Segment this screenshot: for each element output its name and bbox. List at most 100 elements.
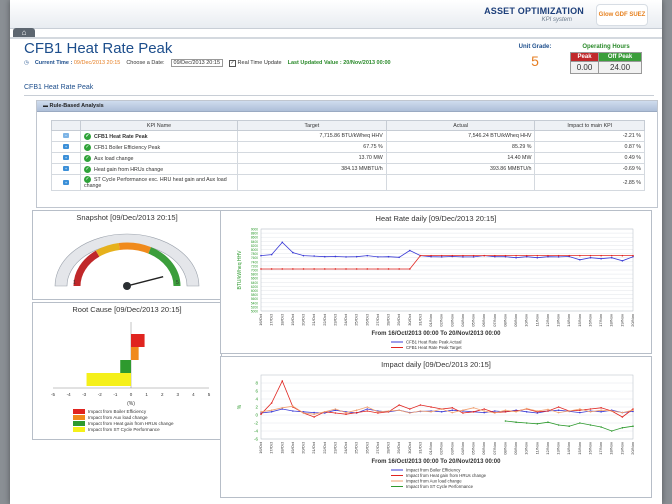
legend-item: Impact from ST Cycle Performance bbox=[73, 427, 174, 433]
data-point bbox=[504, 254, 507, 257]
gauge-max-label: 5 bbox=[176, 280, 179, 286]
rule-based-analysis-header[interactable]: ▬ Rule-Based Analysis bbox=[37, 101, 657, 112]
x-tick-label: 20/Oct bbox=[301, 441, 306, 454]
kpi-actual: 85.29 % bbox=[385, 141, 536, 153]
tick-label: -4 bbox=[67, 392, 71, 397]
data-point bbox=[281, 268, 284, 270]
data-point bbox=[483, 254, 486, 257]
expand-row-icon[interactable]: + bbox=[63, 166, 69, 171]
section-link[interactable]: CFB1 Heat Rate Peak bbox=[24, 84, 94, 91]
x-tick-label: 19/Oct bbox=[290, 313, 295, 326]
x-axis-label: From 16/Oct/2013 00:00 To 20/Nov/2013 00… bbox=[372, 459, 502, 465]
data-point bbox=[270, 253, 273, 256]
gauge-band bbox=[118, 242, 152, 254]
data-point bbox=[345, 256, 347, 258]
kpi-impact: 0.49 % bbox=[534, 152, 645, 164]
y-tick-label: 6800 bbox=[251, 273, 258, 277]
series-line bbox=[260, 241, 634, 262]
x-tick-label: 17/Oct bbox=[269, 441, 274, 454]
legend-item: Impact from Heat gain from HRUs change bbox=[73, 421, 174, 427]
real-time-checkbox[interactable]: ✓ bbox=[229, 59, 237, 67]
data-point bbox=[568, 425, 571, 427]
x-tick-label: 09/Nov bbox=[513, 442, 518, 455]
x-tick-label: 23/Oct bbox=[332, 313, 337, 326]
x-tick-label: 18/Nov bbox=[609, 442, 614, 455]
home-tab[interactable]: ⌂ bbox=[13, 28, 35, 38]
date-input[interactable]: 09/Dec/2013 20:15 bbox=[170, 59, 224, 67]
expand-row-icon[interactable]: + bbox=[63, 144, 69, 149]
x-tick-label: 18/Nov bbox=[609, 314, 614, 327]
x-tick-label: 17/Nov bbox=[598, 314, 603, 327]
peak-hours-value: 0.00 bbox=[569, 61, 600, 74]
collapse-icon[interactable]: ▬ bbox=[43, 103, 48, 109]
y-tick-label: 5000 bbox=[251, 310, 258, 314]
data-point bbox=[547, 254, 549, 257]
data-point bbox=[323, 255, 326, 258]
data-point bbox=[260, 268, 262, 270]
x-tick-label: 14/Nov bbox=[566, 314, 571, 327]
kpi-name: CFB1 Heat Rate Peak bbox=[94, 133, 148, 140]
expand-row-icon[interactable]: + bbox=[63, 179, 69, 185]
data-point bbox=[494, 254, 496, 257]
y-tick-label: 7200 bbox=[251, 264, 258, 268]
legend-label: Impact from Heat gain from HRUs change bbox=[406, 473, 487, 478]
data-point bbox=[557, 406, 560, 408]
page-title: CFB1 Heat Rate Peak bbox=[24, 40, 173, 57]
data-point bbox=[313, 416, 315, 418]
x-tick-label: 05/Nov bbox=[471, 442, 476, 455]
tick-label: 4 bbox=[192, 392, 195, 397]
gauge-bands bbox=[73, 242, 181, 287]
data-point bbox=[345, 268, 347, 270]
y-tick-label: 2 bbox=[255, 405, 258, 410]
y-tick-label: 5600 bbox=[251, 297, 258, 301]
x-tick-label: 11/Nov bbox=[534, 314, 539, 326]
y-tick-label: 7600 bbox=[251, 256, 258, 260]
x-tick-label: 31/Oct bbox=[417, 441, 422, 454]
y-tick-label: 5200 bbox=[251, 305, 258, 309]
legend-swatch bbox=[73, 421, 85, 427]
data-point bbox=[430, 406, 432, 408]
unit-grade-value: 5 bbox=[531, 53, 539, 69]
tick-label: -3 bbox=[82, 392, 86, 397]
x-tick-label: 08/Nov bbox=[502, 442, 507, 455]
legend-swatch bbox=[73, 415, 85, 421]
x-tick-label: 25/Oct bbox=[354, 441, 359, 454]
x-tick-label: 21/Oct bbox=[311, 441, 316, 454]
kpi-impact: -2.85 % bbox=[534, 174, 645, 191]
data-point bbox=[589, 254, 592, 257]
data-point bbox=[632, 254, 634, 257]
data-point bbox=[323, 411, 326, 413]
tick-label: 2 bbox=[161, 392, 164, 397]
bar bbox=[131, 334, 145, 347]
data-point bbox=[557, 424, 560, 426]
x-axis-label: From 16/Oct/2013 00:00 To 20/Nov/2013 00… bbox=[372, 331, 502, 337]
y-tick-label: 4 bbox=[255, 397, 258, 402]
data-point bbox=[355, 411, 358, 414]
expand-row-icon[interactable]: + bbox=[63, 155, 69, 160]
x-tick-label: 19/Oct bbox=[290, 441, 295, 454]
x-tick-label: 09/Nov bbox=[513, 314, 518, 327]
y-tick-label: 8600 bbox=[251, 236, 258, 240]
data-point bbox=[292, 405, 294, 407]
data-point bbox=[366, 406, 369, 408]
data-point bbox=[579, 411, 581, 414]
data-point bbox=[579, 258, 581, 261]
data-point bbox=[515, 256, 517, 259]
data-point bbox=[632, 410, 634, 413]
kpi-target: 384.13 MMBTU/h bbox=[237, 163, 387, 175]
data-point bbox=[632, 408, 634, 410]
current-time-label: Current Time : bbox=[34, 60, 74, 66]
data-point bbox=[579, 408, 581, 410]
legend-swatch bbox=[73, 409, 85, 415]
legend-label: Impact from Heat gain from HRUs change bbox=[88, 421, 174, 426]
data-point bbox=[377, 268, 379, 270]
legend-label: Impact from ST Cycle Performance bbox=[88, 427, 160, 432]
data-point bbox=[260, 254, 262, 257]
data-point bbox=[377, 256, 379, 258]
collapse-row-icon[interactable]: − bbox=[63, 133, 69, 138]
kpi-actual: 7,546.24 BTU/kWheq HHV bbox=[385, 130, 536, 142]
y-tick-label: -6 bbox=[254, 437, 258, 442]
x-tick-label: 04/Nov bbox=[460, 442, 465, 455]
data-point bbox=[610, 254, 613, 257]
x-tick-label: 16/Nov bbox=[587, 314, 592, 327]
